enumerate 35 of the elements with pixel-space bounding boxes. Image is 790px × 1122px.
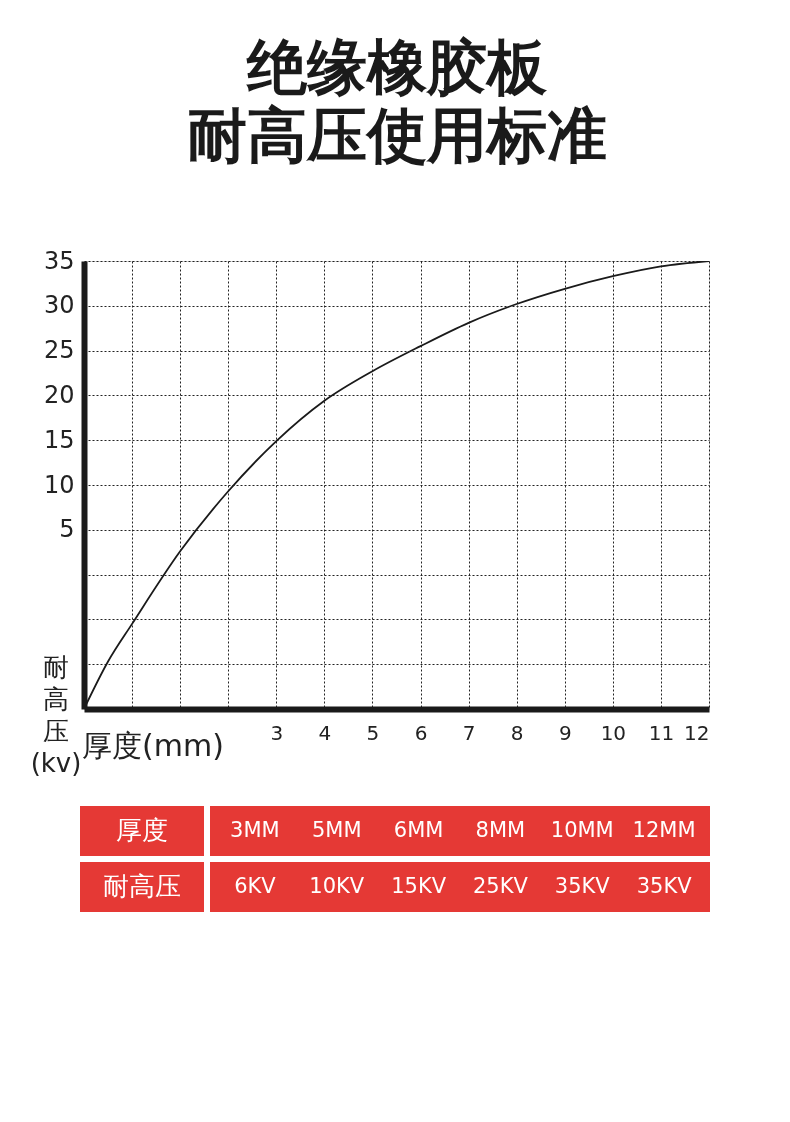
text: 10KV [309,874,365,898]
y-tick-label: 15 [43,425,75,454]
chart-title: 绝缘橡胶板 [245,32,548,102]
y-axis-title: 耐高压(kv) [30,652,82,778]
x-tick-label: 5 [366,720,380,745]
x-tick-label: 10 [600,720,627,745]
text: 厚度 [116,815,168,845]
text: 6MM [393,818,444,842]
text: 5MM [311,818,362,842]
x-tick-label: 3 [270,720,284,745]
y-tick-label: 20 [43,380,75,409]
y-tick-label: 10 [43,470,75,499]
y-tick-label: 30 [43,291,75,320]
x-tick-label: 9 [558,720,572,745]
text: 8MM [475,818,526,842]
x-axis-title: 厚度(mm) [82,728,224,763]
x-tick-label: 8 [510,720,524,745]
text: 12MM [632,818,696,842]
y-tick-label: 25 [43,336,75,365]
text: 35KV [554,874,611,898]
y-tick-label: 35 [43,246,75,275]
text: 15KV [391,874,447,898]
text: 耐高压 [103,871,181,901]
y-tick-label: 5 [59,515,75,544]
x-tick-label: 6 [414,720,428,745]
x-tick-label: 12 [684,720,710,745]
text: 3MM [230,818,280,842]
text: 35KV [636,874,693,898]
chart-subtitle: 耐高压使用标准 [186,100,607,170]
text: 6KV [234,874,277,898]
text: 25KV [472,874,529,898]
x-tick-label: 11 [648,720,675,745]
text: 10MM [550,818,614,842]
x-tick-label: 4 [318,720,332,745]
x-tick-label: 7 [462,720,476,745]
